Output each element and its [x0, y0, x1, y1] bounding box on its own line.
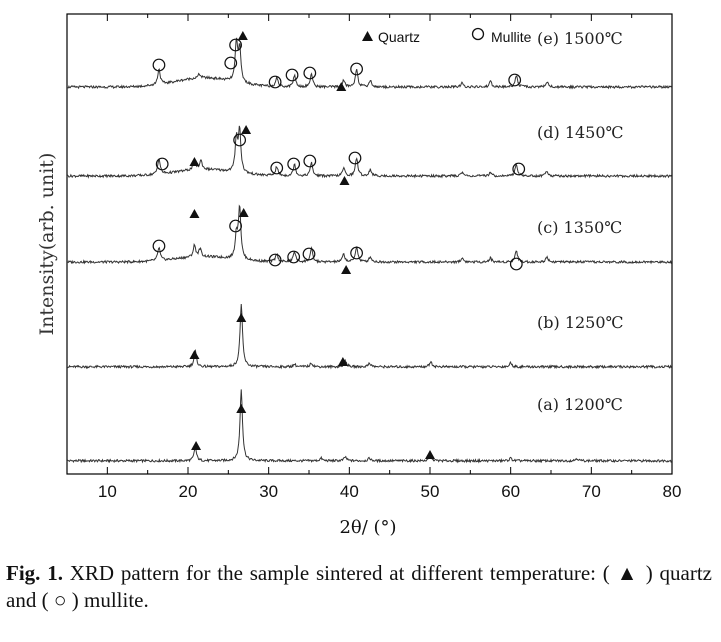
x-tick-label: 10 [98, 482, 117, 501]
quartz-marker [237, 31, 248, 40]
mullite-marker [287, 250, 301, 264]
series-label-b: (b) 1250℃ [537, 313, 623, 332]
series-label-e: (e) 1500℃ [537, 29, 623, 48]
mullite-marker [229, 38, 242, 52]
quartz-marker [336, 82, 347, 91]
mullite-marker [229, 219, 242, 233]
x-tick-label: 20 [179, 482, 198, 501]
legend-quartz-label: Quartz [378, 29, 420, 45]
x-tick-label: 50 [421, 482, 440, 501]
xrd-trace-c [66, 204, 673, 265]
x-axis-ticks: 10 20 30 40 50 60 70 80 [66, 14, 682, 501]
x-tick-label: 40 [340, 482, 359, 501]
series-labels: (a) 1200℃ (b) 1250℃ (c) 1350℃ (d) 1450℃ (e) … [537, 29, 623, 414]
quartz-caption-icon: ▲ [616, 562, 639, 585]
xrd-figure: (a) 1200℃ (b) 1250℃ (c) 1350℃ (d) 1450℃ (e) … [36, 13, 682, 538]
xrd-trace-e [66, 37, 673, 90]
x-tick-label: 30 [259, 482, 278, 501]
mullite-marker [285, 68, 299, 82]
mullite-marker [233, 133, 247, 147]
mullite-marker [350, 246, 363, 260]
series-label-c: (c) 1350℃ [537, 218, 622, 237]
mullite-marker [287, 157, 301, 171]
legend: Quartz Mullite [362, 27, 532, 45]
xrd-trace-d [66, 125, 673, 179]
xrd-trace-a [66, 389, 673, 464]
x-axis-label: 2θ/ (°) [339, 517, 396, 538]
quartz-marker [425, 450, 435, 459]
quartz-marker [236, 313, 247, 322]
quartz-marker [189, 157, 200, 166]
mullite-marker [302, 247, 316, 261]
pattern-traces [66, 37, 673, 464]
mullite-marker [512, 162, 526, 176]
mullite-marker [152, 239, 166, 253]
mullite-marker [268, 253, 282, 267]
quartz-marker [339, 176, 350, 185]
mullite-marker [508, 73, 522, 87]
caption-text-1: XRD pattern for the sample sintered at d… [62, 561, 617, 585]
caption-label: Fig. 1. [6, 561, 63, 585]
series-label-d: (d) 1450℃ [537, 123, 623, 142]
legend-mullite-symbol [471, 27, 485, 41]
quartz-marker [189, 209, 200, 218]
mullite-marker [155, 157, 169, 171]
mullite-marker [303, 66, 317, 80]
quartz-marker [241, 125, 252, 134]
xrd-chart: (a) 1200℃ (b) 1250℃ (c) 1350℃ (d) 1450℃ (e) … [36, 13, 682, 538]
caption-text-3: ) mullite. [66, 588, 149, 612]
mullite-caption-icon: ○ [53, 589, 67, 612]
quartz-marker [337, 357, 348, 366]
x-tick-label: 60 [501, 482, 520, 501]
mullite-marker [509, 257, 523, 271]
legend-quartz-symbol [362, 31, 373, 41]
quartz-marker [236, 404, 247, 413]
mullite-marker [348, 151, 362, 165]
x-tick-label: 70 [582, 482, 601, 501]
quartz-marker [238, 208, 249, 217]
quartz-marker [341, 265, 352, 274]
series-label-a: (a) 1200℃ [537, 395, 623, 414]
plot-frame [66, 13, 673, 475]
mullite-marker [224, 56, 238, 70]
xrd-trace-b [66, 303, 673, 370]
y-axis-label: Intensity(arb. unit) [36, 153, 58, 336]
figure-caption: Fig. 1. XRD pattern for the sample sinte… [6, 560, 712, 614]
mullite-marker [268, 75, 282, 89]
phase-markers [152, 31, 526, 459]
caption-text-2: ) quartz and ( [6, 561, 712, 612]
mullite-marker [152, 58, 166, 72]
x-tick-label: 80 [663, 482, 682, 501]
mullite-marker [270, 161, 284, 175]
mullite-marker [350, 62, 363, 76]
mullite-marker [303, 154, 317, 168]
quartz-marker [189, 350, 200, 359]
quartz-marker [191, 441, 202, 450]
legend-mullite-label: Mullite [491, 29, 532, 45]
